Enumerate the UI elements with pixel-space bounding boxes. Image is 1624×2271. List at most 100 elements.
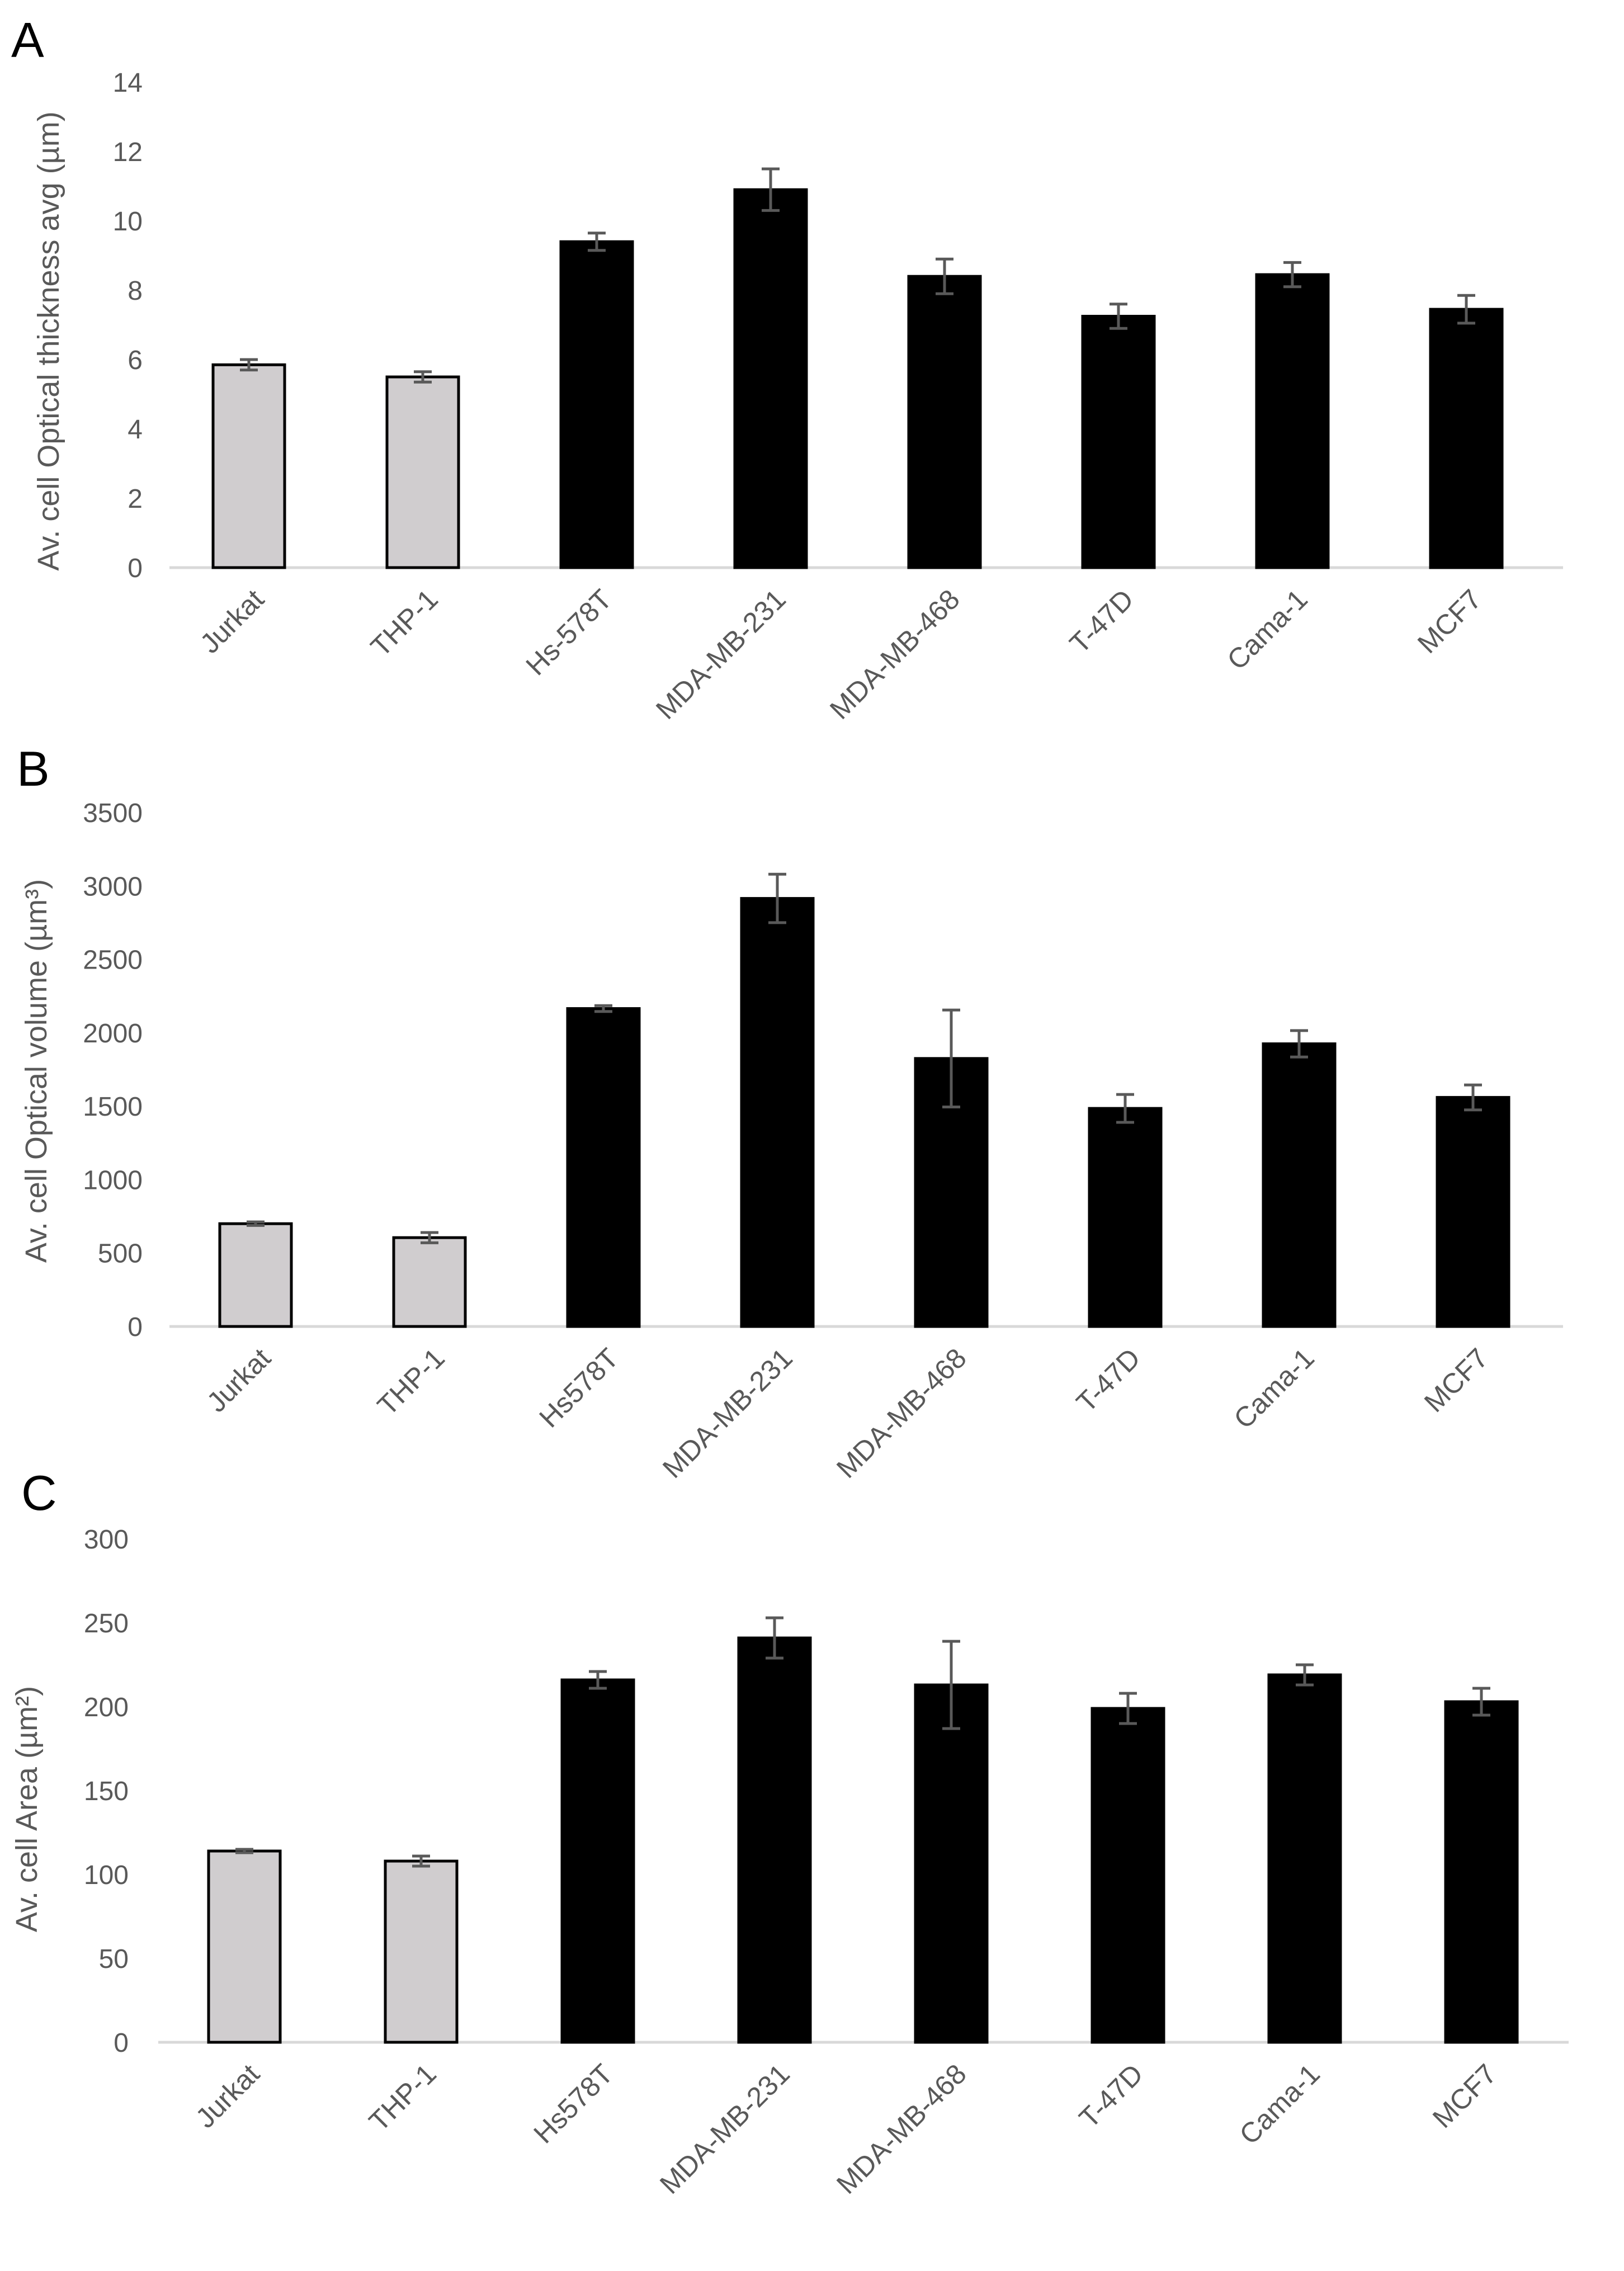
panel-a-y-tick-label: 12 [113, 138, 143, 167]
panel-b-bar [740, 897, 815, 1328]
panel-a-y-axis-label: Av. cell Optical thickness avg (µm) [32, 111, 65, 570]
panel-a-bar [211, 363, 286, 569]
panel-a-x-tick-label: Hs-578T [520, 583, 618, 681]
panel-c-bar [207, 1849, 282, 2044]
panel-a-x-tick-label: T-47D [1064, 583, 1140, 659]
panel-a-y-tick-label: 6 [128, 346, 143, 375]
panel-a: A Av. cell Optical thickness avg (µm) 0 2… [11, 12, 1563, 725]
panel-c-y-axis-label: Av. cell Area (µm²) [10, 1686, 44, 1932]
panel-a-x-tick-label: MDA-MB-468 [824, 583, 966, 725]
panel-c-bar [1267, 1673, 1342, 2044]
panel-c-bar [560, 1678, 635, 2044]
panel-a-bar [1255, 273, 1330, 569]
panel-b-x-tick-label: MDA-MB-231 [657, 1342, 799, 1484]
panel-c-letter: C [21, 1465, 57, 1521]
panel-a-error-bar [240, 358, 258, 372]
panel-a-error-bar [1457, 294, 1475, 325]
panel-c-x-tick-label: T-47D [1073, 2058, 1149, 2134]
panel-c-error-bar [1119, 1692, 1137, 1725]
panel-b-y-tick-label: 3500 [83, 799, 143, 828]
panel-a-error-bars [240, 167, 1475, 384]
panel-c-error-bar [1472, 1687, 1490, 1717]
panel-b-bar [1436, 1096, 1510, 1328]
panel-a-error-bar [1283, 261, 1301, 289]
panel-c: C Av. cell Area (µm²) 0 50 100 150 200 250 300… [10, 1465, 1569, 2200]
panel-c-x-tick-label: MDA-MB-231 [654, 2058, 796, 2200]
panel-a-error-bar [414, 370, 432, 384]
panel-b-y-axis-label: Av. cell Optical volume (µm³) [20, 879, 53, 1263]
panel-c-error-bar [766, 1616, 783, 1660]
panel-a-x-tick-label: MCF7 [1411, 583, 1488, 659]
panel-b-bars [218, 897, 1510, 1328]
panel-b-bar [1088, 1107, 1163, 1328]
panel-b-bar [566, 1007, 641, 1328]
panel-c-x-tick-label: Jurkat [190, 2058, 266, 2134]
panel-b-y-tick-label: 2000 [83, 1019, 143, 1049]
panel-c-error-bar [1296, 1663, 1314, 1687]
panel-c-bar [737, 1636, 812, 2044]
panel-c-y-tick-label: 300 [84, 1525, 129, 1555]
panel-c-y-tick-label: 250 [84, 1609, 129, 1639]
panel-a-bar [1429, 308, 1504, 569]
panel-c-bars [207, 1636, 1519, 2044]
panel-b-error-bar [942, 1008, 960, 1108]
panel-b-bar [218, 1222, 293, 1328]
panel-a-x-tick-labels: Jurkat THP-1 Hs-578T MDA-MB-231 MDA-MB-468 T-… [194, 583, 1488, 725]
panel-b-y-tick-label: 1000 [83, 1165, 143, 1195]
panel-a-letter: A [11, 12, 44, 68]
panel-a-y-tick-label: 8 [128, 276, 143, 306]
panel-a-x-tick-label: THP-1 [365, 583, 444, 663]
panel-a-y-tick-label: 4 [128, 415, 143, 445]
panel-c-x-tick-label: Hs578T [527, 2058, 619, 2149]
panel-a-y-tick-label: 2 [128, 484, 143, 514]
panel-a-error-bar [588, 232, 606, 252]
panel-b-x-tick-label: MCF7 [1418, 1342, 1494, 1418]
panel-a-bar [733, 188, 808, 569]
panel-b-x-tick-label: THP-1 [371, 1342, 451, 1422]
panel-a-error-bar [936, 257, 953, 295]
panel-b-y-tick-label: 0 [128, 1312, 143, 1342]
panel-a-y-ticks: 0 2 4 6 8 10 12 14 [113, 68, 143, 583]
panel-b-x-tick-label: T-47D [1070, 1342, 1146, 1418]
panel-c-bar [914, 1683, 989, 2044]
panel-b-x-tick-label: MDA-MB-468 [830, 1342, 972, 1484]
panel-c-y-tick-label: 200 [84, 1693, 129, 1722]
panel-a-x-tick-label: MDA-MB-231 [650, 583, 792, 725]
panel-b-error-bar [421, 1231, 438, 1244]
panel-c-bar [384, 1859, 459, 2044]
panel-c-x-tick-label: THP-1 [363, 2058, 442, 2137]
panel-a-x-tick-label: Jurkat [194, 583, 270, 659]
panel-c-bar [1090, 1707, 1165, 2044]
panel-b-bar [392, 1236, 467, 1328]
panel-b-error-bar [1290, 1029, 1308, 1059]
panel-b-y-tick-label: 2500 [83, 946, 143, 975]
panel-b-x-tick-labels: Jurkat THP-1 Hs578T MDA-MB-231 MDA-MB-468 T-4… [201, 1342, 1494, 1484]
panel-c-y-ticks: 0 50 100 150 200 250 300 [84, 1525, 129, 2058]
panel-b: B Av. cell Optical volume (µm³) 0 500 1000… [17, 741, 1563, 1484]
panel-a-bar [1081, 315, 1156, 569]
panel-a-error-bar [1110, 303, 1127, 330]
panel-a-y-tick-label: 0 [128, 554, 143, 583]
panel-c-x-tick-labels: Jurkat THP-1 Hs578T MDA-MB-231 MDA-MB-468 T-4… [190, 2058, 1503, 2200]
panel-b-letter: B [17, 741, 50, 796]
panel-c-x-tick-label: MDA-MB-468 [830, 2058, 972, 2200]
panel-c-error-bars [235, 1616, 1490, 1868]
panel-c-x-tick-label: MCF7 [1427, 2058, 1503, 2134]
panel-b-y-ticks: 0 500 1000 1500 2000 2500 3000 3500 [83, 799, 143, 1342]
panel-c-bar [1444, 1700, 1519, 2044]
panel-c-error-bar [589, 1670, 607, 1690]
panel-a-bar [907, 275, 982, 569]
panel-c-y-tick-label: 50 [99, 1944, 129, 1974]
panel-b-error-bar [247, 1220, 265, 1227]
panel-b-error-bar [594, 1004, 612, 1013]
panel-b-bar [1262, 1042, 1337, 1328]
panel-a-x-tick-label: Cama-1 [1221, 583, 1313, 676]
panel-b-error-bar [1464, 1083, 1482, 1112]
panel-c-error-bar [942, 1640, 960, 1730]
panel-c-y-tick-label: 100 [84, 1861, 129, 1890]
panel-b-error-bars [247, 872, 1482, 1244]
panel-a-bar [385, 375, 460, 569]
panel-a-bar [559, 240, 634, 569]
panel-b-y-tick-label: 1500 [83, 1092, 143, 1122]
panel-b-error-bar [1116, 1093, 1134, 1124]
